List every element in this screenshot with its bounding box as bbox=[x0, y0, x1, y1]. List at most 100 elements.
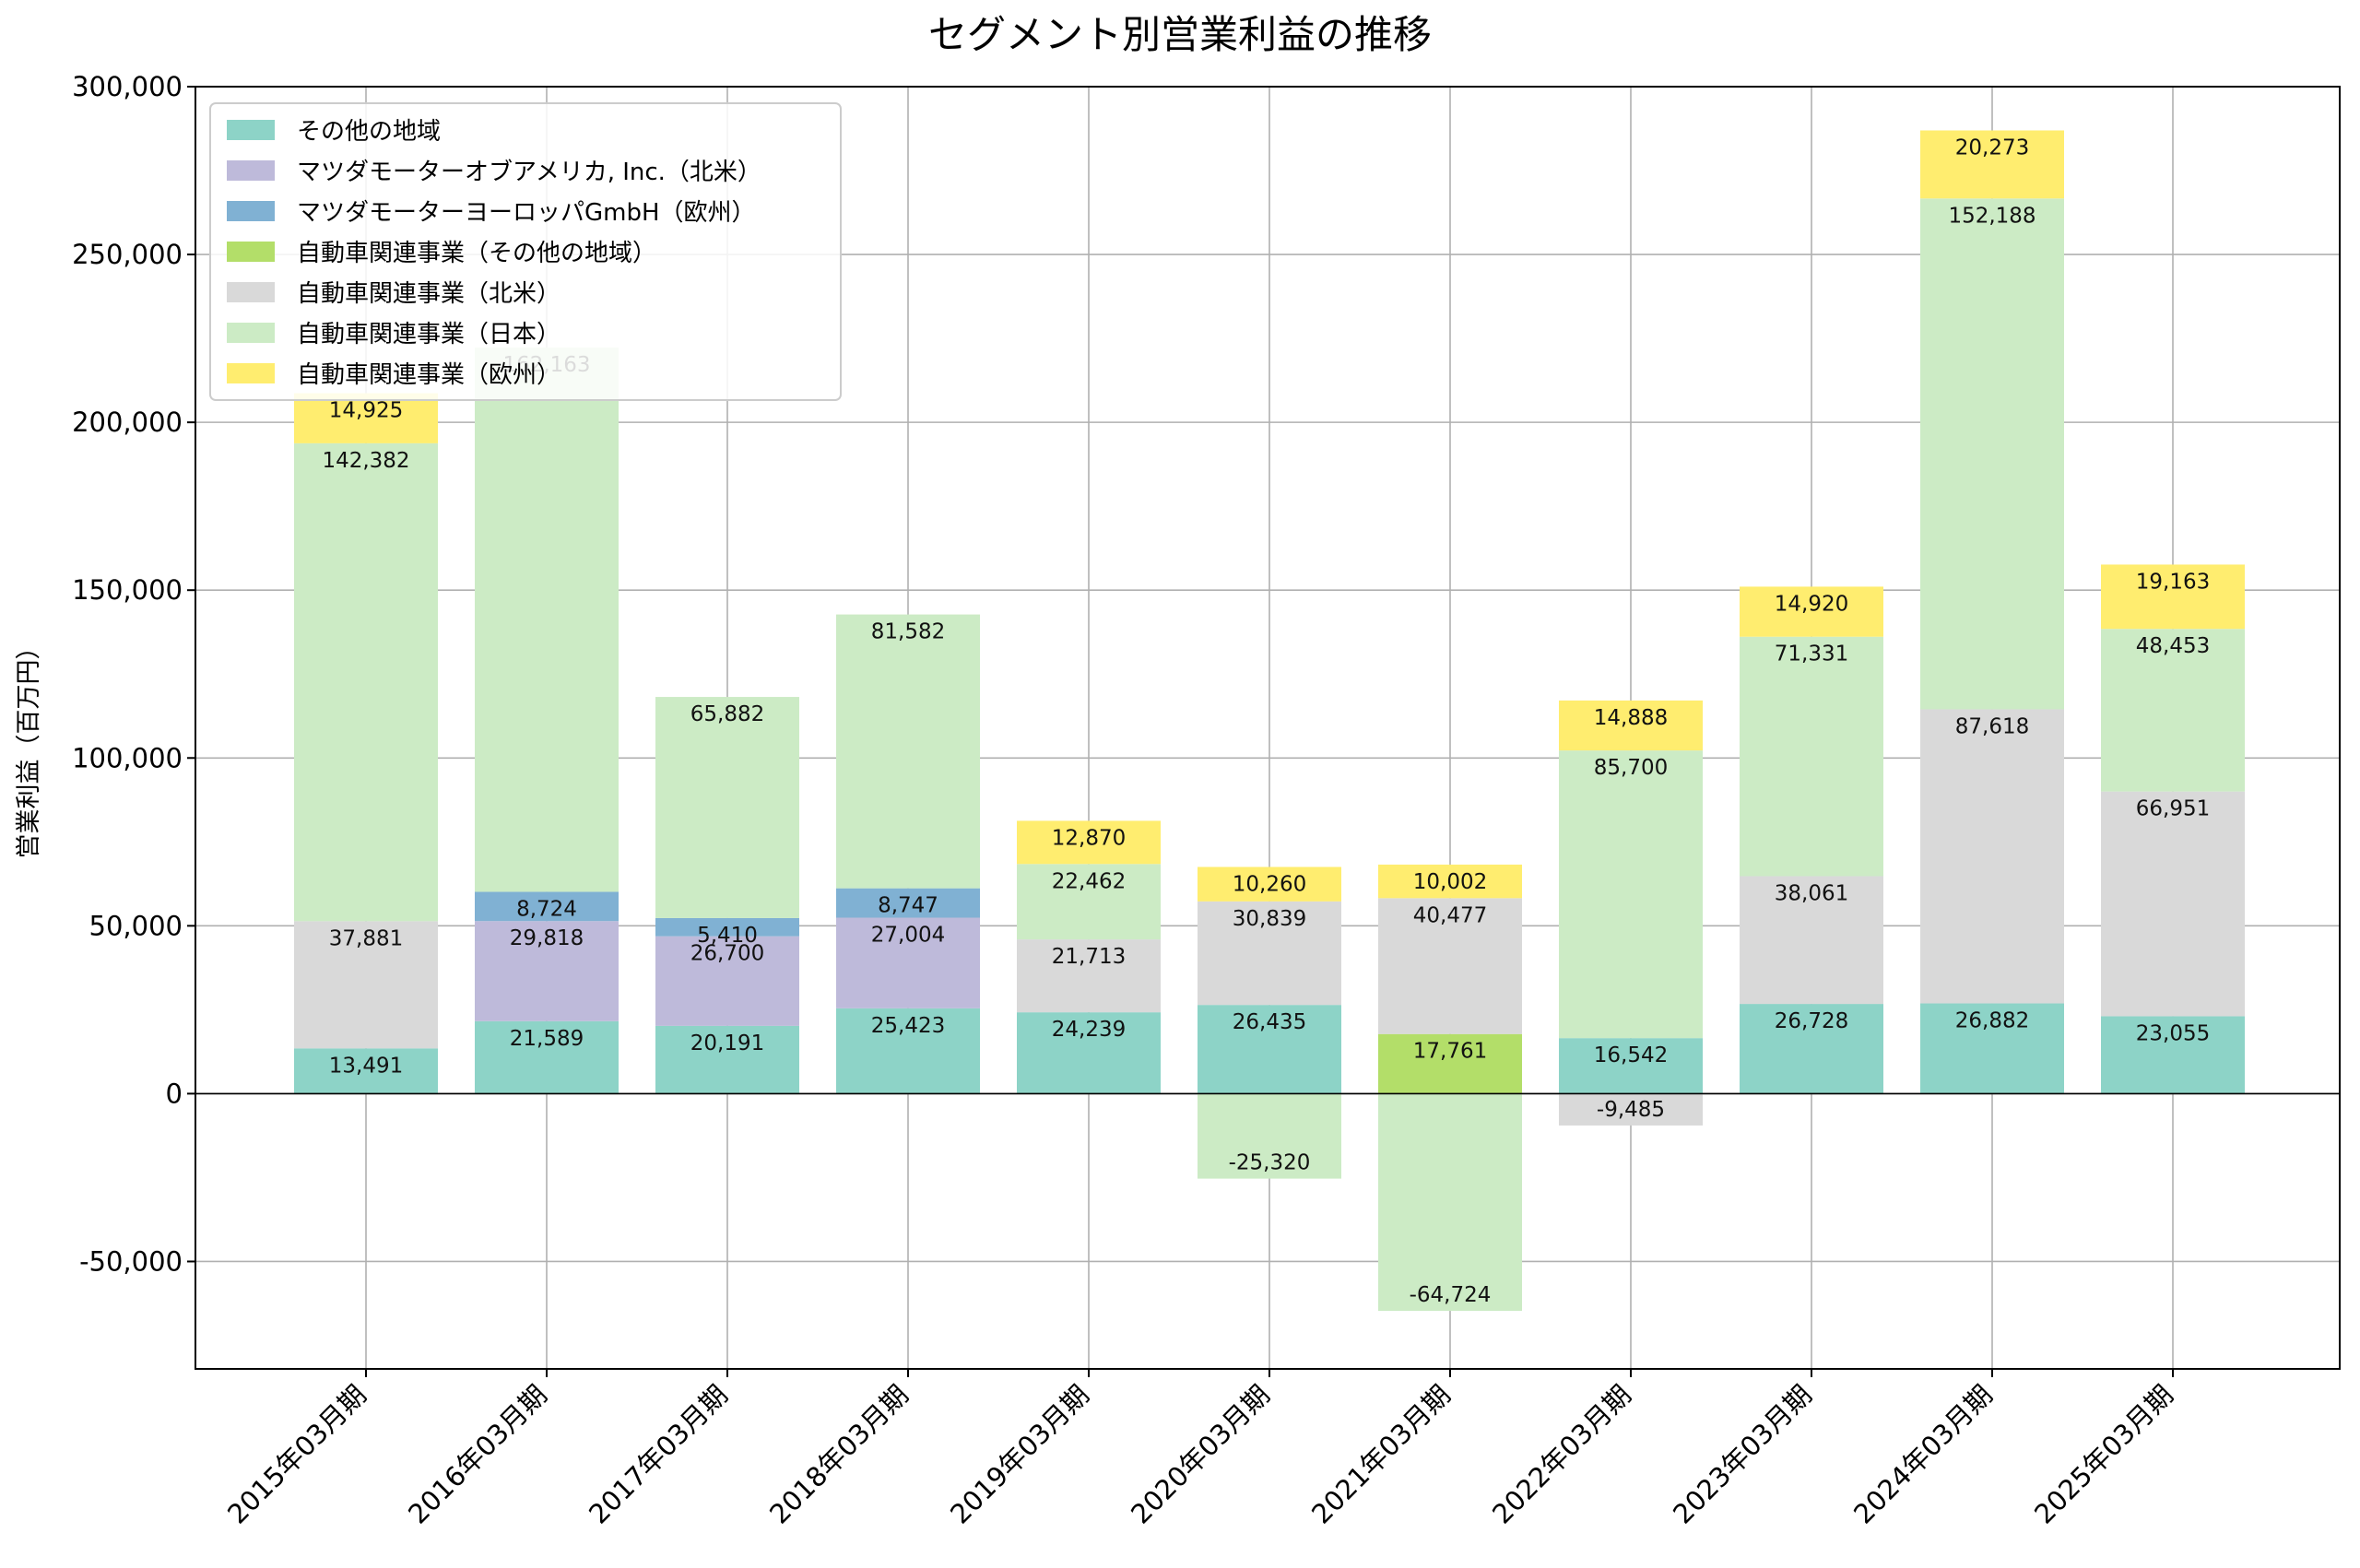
bar-segment bbox=[2101, 791, 2245, 1017]
legend-swatch bbox=[227, 323, 275, 343]
bar-segment bbox=[1198, 1093, 1341, 1179]
bar-segment bbox=[1559, 1038, 1703, 1094]
y-tick-label: 0 bbox=[166, 1078, 183, 1109]
bar-segment bbox=[836, 888, 980, 918]
bar-segment bbox=[1378, 864, 1522, 899]
data-label: 152,188 bbox=[1948, 204, 2036, 228]
data-label: 14,920 bbox=[1775, 592, 1848, 616]
bar-segment bbox=[655, 917, 799, 937]
bars bbox=[294, 130, 2245, 1312]
y-tick-label: -50,000 bbox=[79, 1245, 183, 1277]
bar-segment bbox=[655, 697, 799, 918]
data-label: 23,055 bbox=[2136, 1021, 2210, 1045]
bar-segment bbox=[475, 1020, 619, 1094]
data-label: 40,477 bbox=[1413, 903, 1487, 927]
legend-swatch bbox=[227, 160, 275, 181]
bar-segment bbox=[294, 393, 438, 443]
bar-segment bbox=[1920, 198, 2064, 710]
data-label: 20,191 bbox=[690, 1032, 764, 1055]
bar-segment bbox=[1198, 867, 1341, 902]
bar-segment bbox=[655, 1025, 799, 1094]
data-label: -64,724 bbox=[1410, 1283, 1492, 1307]
data-label: 26,728 bbox=[1775, 1009, 1848, 1033]
data-label: 38,061 bbox=[1775, 881, 1848, 905]
x-tick-label: 2023年03月期 bbox=[1667, 1379, 1818, 1530]
legend-entry: 自動車関連事業（日本） bbox=[297, 321, 560, 348]
bar-segment bbox=[836, 614, 980, 889]
y-tick-label: 50,000 bbox=[89, 910, 183, 941]
x-tick-label: 2018年03月期 bbox=[763, 1379, 914, 1530]
x-tick-label: 2015年03月期 bbox=[221, 1379, 372, 1530]
data-label: 17,761 bbox=[1413, 1040, 1487, 1064]
data-label: 14,888 bbox=[1594, 706, 1668, 730]
data-label: 13,491 bbox=[329, 1054, 403, 1078]
data-label: -9,485 bbox=[1597, 1098, 1665, 1122]
bar-segment bbox=[2101, 1016, 2245, 1094]
legend-entry: マツダモーターヨーロッパGmbH（欧州） bbox=[297, 199, 756, 227]
y-tick-label: 250,000 bbox=[72, 239, 183, 270]
bar-segment bbox=[294, 1048, 438, 1094]
data-label: 30,839 bbox=[1233, 907, 1306, 931]
data-label: 87,618 bbox=[1955, 714, 2029, 738]
data-label: 21,713 bbox=[1052, 945, 1126, 969]
legend-swatch bbox=[227, 201, 275, 221]
bar-segment bbox=[475, 347, 619, 892]
bar-segment bbox=[1740, 586, 1883, 637]
data-label: 10,260 bbox=[1233, 872, 1306, 896]
bar-segment bbox=[1378, 898, 1522, 1034]
bar-segment bbox=[1017, 864, 1161, 940]
legend-swatch bbox=[227, 282, 275, 302]
y-tick-label: 100,000 bbox=[72, 742, 183, 773]
data-label: -25,320 bbox=[1229, 1151, 1311, 1175]
data-label: 65,882 bbox=[690, 702, 764, 726]
data-label: 24,239 bbox=[1052, 1018, 1126, 1042]
bar-segment bbox=[836, 917, 980, 1008]
legend-swatch bbox=[227, 242, 275, 262]
data-label: 8,724 bbox=[516, 897, 577, 921]
legend-entry: その他の地域 bbox=[297, 118, 441, 146]
bar-segment bbox=[1378, 1093, 1522, 1312]
legend-entry: 自動車関連事業（北米） bbox=[297, 280, 560, 308]
bar-segment bbox=[836, 1008, 980, 1094]
bar-segment bbox=[1198, 901, 1341, 1006]
bar-segment bbox=[1198, 1005, 1341, 1094]
bar-segment bbox=[1920, 709, 2064, 1004]
data-label: 27,004 bbox=[871, 924, 945, 948]
data-label: 21,589 bbox=[510, 1027, 584, 1051]
bar-segment bbox=[1017, 820, 1161, 865]
bar-segment bbox=[655, 936, 799, 1026]
data-label: 26,700 bbox=[690, 942, 764, 966]
data-label: 16,542 bbox=[1594, 1043, 1668, 1067]
bar-segment bbox=[475, 891, 619, 922]
data-label: 5,410 bbox=[697, 924, 758, 948]
bar-segment bbox=[1559, 700, 1703, 751]
bar-segment bbox=[1559, 750, 1703, 1039]
y-axis-label: 営業利益（百万円） bbox=[15, 635, 43, 859]
y-tick-label: 300,000 bbox=[72, 71, 183, 102]
chart-title: セグメント別営業利益の推移 bbox=[928, 12, 1432, 57]
data-label: 81,582 bbox=[871, 620, 945, 644]
x-tick-label: 2016年03月期 bbox=[402, 1379, 553, 1530]
data-label: 10,002 bbox=[1413, 870, 1487, 894]
data-label: 12,870 bbox=[1052, 826, 1126, 850]
y-tick-label: 150,000 bbox=[72, 574, 183, 606]
legend-swatch bbox=[227, 363, 275, 383]
data-label: 8,747 bbox=[878, 894, 938, 918]
bar-segment bbox=[1920, 130, 2064, 199]
legend-swatch bbox=[227, 120, 275, 140]
bar-segment bbox=[1740, 876, 1883, 1005]
x-tick-label: 2020年03月期 bbox=[1125, 1379, 1276, 1530]
data-label: 22,462 bbox=[1052, 869, 1126, 893]
data-label: 26,435 bbox=[1233, 1010, 1306, 1034]
data-label: 26,882 bbox=[1955, 1009, 2029, 1033]
bar-segment bbox=[1378, 1033, 1522, 1094]
bar-segment bbox=[1017, 1012, 1161, 1094]
x-tick-label: 2021年03月期 bbox=[1305, 1379, 1457, 1530]
data-label: 142,382 bbox=[322, 449, 409, 473]
data-labels: 13,491 37,881 142,382 14,925 21,589 29,818 8,7… bbox=[322, 136, 2210, 1307]
bar-segment bbox=[294, 921, 438, 1049]
legend-entry: マツダモーターオブアメリカ, Inc.（北米） bbox=[297, 159, 761, 186]
bar-segment bbox=[1559, 1093, 1703, 1126]
